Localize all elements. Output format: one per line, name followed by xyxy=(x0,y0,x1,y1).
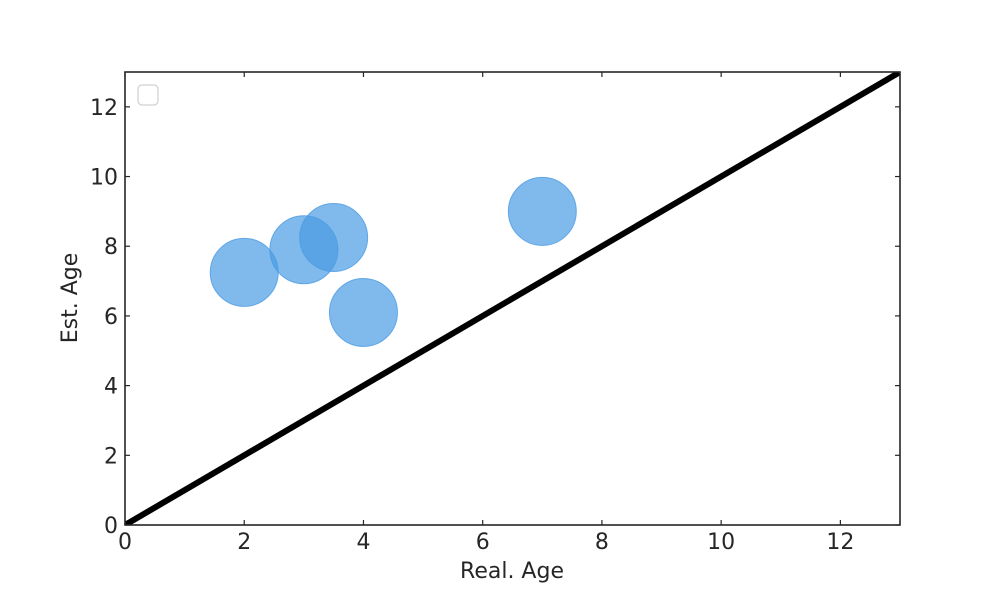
axes: 0 2 4 6 8 10 12 0 2 4 6 8 10 12 xyxy=(90,71,901,555)
y-tick-label: 10 xyxy=(90,166,118,191)
x-tick-label: 4 xyxy=(356,530,370,555)
plot-marks xyxy=(125,72,900,525)
scatter-point-5 xyxy=(507,176,577,246)
y-tick-label: 8 xyxy=(104,235,118,260)
plot-frame xyxy=(124,71,901,526)
legend-box xyxy=(137,84,159,106)
reference-line xyxy=(125,72,900,525)
y-tick-label: 0 xyxy=(104,514,118,539)
y-tick-label: 6 xyxy=(104,305,118,330)
y-axis-title: Est. Age xyxy=(58,253,83,344)
plot-area xyxy=(125,72,900,525)
x-tick-label: 12 xyxy=(826,530,854,555)
scatter-point-4 xyxy=(328,277,398,347)
y-tick-label: 2 xyxy=(104,444,118,469)
y-tick-label: 4 xyxy=(104,375,118,400)
x-axis-title: Real. Age xyxy=(460,559,564,584)
x-tick-label: 10 xyxy=(707,530,735,555)
y-tick-label: 12 xyxy=(90,96,118,121)
scatter-point-3 xyxy=(299,203,369,273)
x-tick-label: 2 xyxy=(237,530,251,555)
scatter-point-1 xyxy=(209,237,279,307)
x-tick-label: 0 xyxy=(118,530,132,555)
x-tick-label: 8 xyxy=(595,530,609,555)
x-tick-label: 6 xyxy=(476,530,490,555)
